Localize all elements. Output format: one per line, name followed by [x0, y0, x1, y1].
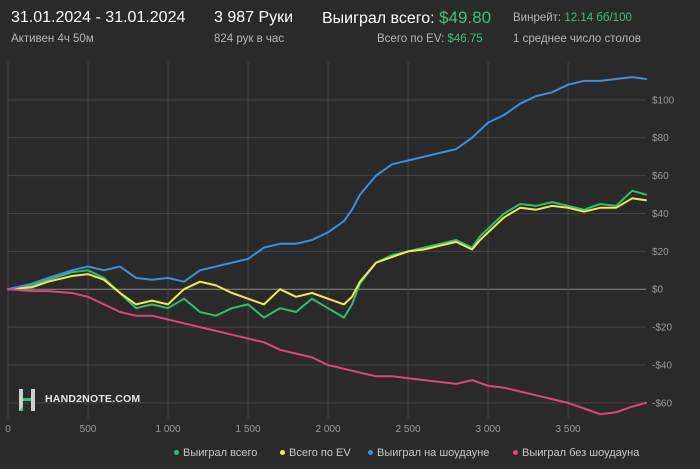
- series-won-total-line: [7, 189, 647, 319]
- legend-item-showdown[interactable]: Выиграл на шоудауне: [368, 447, 489, 459]
- x-tick-label: 0: [5, 424, 11, 435]
- y-tick-label: -$20: [652, 323, 672, 334]
- hands-per-hour: 824 рук в час: [214, 33, 285, 45]
- x-tick-label: 3 000: [476, 424, 501, 435]
- y-tick-label: $100: [652, 95, 675, 106]
- x-tick-label: 1 500: [236, 424, 261, 435]
- legend-item-non-showdown[interactable]: Выиграл без шоудауна: [513, 447, 639, 459]
- legend-item-ev[interactable]: Всего по EV: [280, 447, 351, 459]
- y-tick-label: $80: [652, 133, 669, 144]
- legend-item-won-total[interactable]: Выиграл всего: [174, 447, 257, 459]
- y-tick-label: $60: [652, 171, 669, 182]
- chart-legend: Выиграл всего Всего по EV Выиграл на шоу…: [0, 444, 700, 464]
- won-total-value: $49.80: [439, 8, 492, 27]
- x-tick-label: 1 000: [156, 424, 181, 435]
- y-tick-label: -$40: [652, 360, 672, 371]
- ev-label: Всего по EV:: [377, 33, 445, 45]
- y-axis-ticks: $100 $80 $60 $40 $20 $0 -$20 -$40 -$60: [652, 95, 675, 409]
- date-range: 31.01.2024 - 31.01.2024: [11, 9, 186, 26]
- legend-dot-non-showdown: [513, 449, 518, 455]
- y-tick-label: $40: [652, 209, 669, 220]
- x-tick-label: 500: [80, 424, 97, 435]
- legend-label-won-total: Выиграл всего: [183, 447, 258, 459]
- x-tick-label: 2 500: [396, 424, 421, 435]
- active-time: Активен 4ч 50м: [11, 33, 94, 45]
- winrate-label: Винрейт:: [513, 12, 562, 24]
- legend-dot-won-total: [174, 449, 179, 455]
- ev-value: $46.75: [447, 33, 483, 45]
- profit-chart: $100 $80 $60 $40 $20 $0 -$20 -$40 -$60 0 500 1 000…: [5, 62, 675, 435]
- hand2note-logo-icon: [19, 389, 35, 411]
- hand2note-logo-text: HAND2NOTE.COM: [45, 393, 141, 405]
- winrate: Винрейт: 12.14 бб/100: [513, 12, 632, 24]
- chart-series: [7, 76, 647, 416]
- ev-total: Всего по EV: $46.75: [377, 33, 483, 45]
- series-ev-line: [7, 197, 647, 306]
- x-axis-ticks: 0 500 1 000 1 500 2 000 2 500 3 000 3 500: [5, 424, 581, 435]
- winrate-value: 12.14 бб/100: [564, 12, 632, 24]
- y-tick-label: $20: [652, 247, 669, 258]
- x-tick-label: 3 500: [556, 424, 581, 435]
- hands-count: 3 987 Руки: [214, 9, 294, 26]
- x-tick-label: 2 000: [316, 424, 341, 435]
- avg-tables: 1 среднее число столов: [513, 33, 641, 45]
- header: 31.01.2024 - 31.01.2024 Активен 4ч 50м 3…: [0, 0, 700, 56]
- y-tick-label: $0: [652, 285, 664, 296]
- legend-dot-showdown: [368, 449, 373, 455]
- legend-label-showdown: Выиграл на шоудауне: [377, 447, 490, 459]
- legend-label-non-showdown: Выиграл без шоудауна: [522, 447, 640, 459]
- legend-label-ev: Всего по EV: [289, 447, 351, 459]
- y-tick-label: -$60: [652, 398, 672, 409]
- legend-dot-ev: [280, 449, 285, 455]
- won-total-label: Выиграл всего:: [322, 10, 435, 27]
- series-non-showdown-line: [7, 288, 647, 416]
- won-total: Выиграл всего: $49.80: [322, 8, 491, 28]
- series-showdown-line: [7, 76, 647, 291]
